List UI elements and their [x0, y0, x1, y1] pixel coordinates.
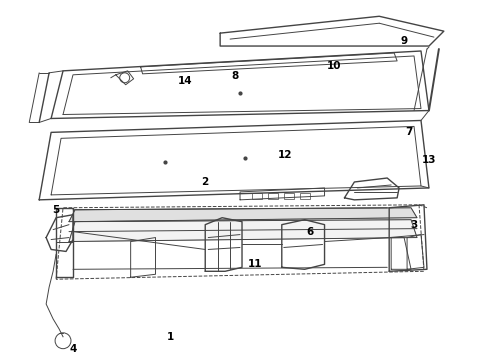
Text: 2: 2	[201, 177, 209, 187]
Text: 1: 1	[167, 332, 174, 342]
Bar	[300, 193, 310, 199]
Text: 4: 4	[69, 344, 76, 354]
Text: 8: 8	[231, 71, 239, 81]
Polygon shape	[69, 208, 417, 222]
Text: 5: 5	[52, 205, 60, 215]
Bar	[252, 193, 262, 199]
Polygon shape	[69, 220, 417, 242]
Text: 3: 3	[411, 220, 417, 230]
Bar	[284, 193, 294, 199]
Text: 13: 13	[422, 155, 436, 165]
Text: 6: 6	[306, 226, 313, 237]
Text: 10: 10	[327, 61, 342, 71]
Text: 9: 9	[400, 36, 408, 46]
Text: 11: 11	[247, 259, 262, 269]
Bar	[268, 193, 278, 199]
Text: 12: 12	[277, 150, 292, 160]
Text: 14: 14	[178, 76, 193, 86]
Text: 7: 7	[405, 127, 413, 138]
